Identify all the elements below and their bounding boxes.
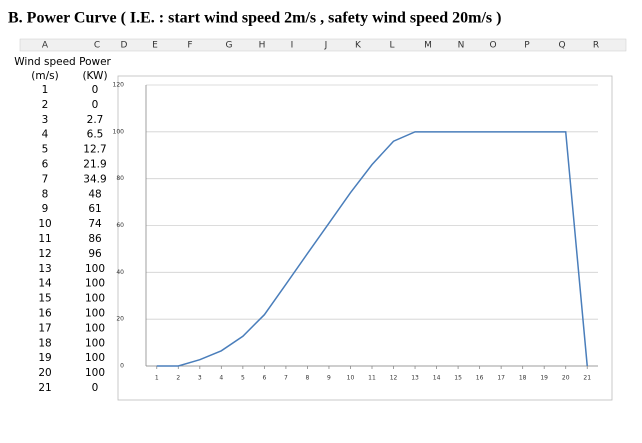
cell: 5 — [42, 144, 49, 156]
x-tick-label: 19 — [540, 375, 548, 382]
cell: 21 — [38, 382, 51, 394]
y-tick-label: 120 — [113, 82, 125, 89]
x-tick-label: 20 — [562, 375, 570, 382]
x-tick-label: 12 — [390, 375, 398, 382]
cell: 2.7 — [87, 114, 104, 126]
cell: 100 — [85, 263, 105, 275]
header: Power — [79, 56, 111, 68]
cell: 100 — [85, 308, 105, 320]
y-tick-label: 100 — [113, 128, 125, 135]
cell: 100 — [85, 367, 105, 379]
x-tick-label: 16 — [476, 375, 484, 382]
x-tick-label: 13 — [411, 375, 419, 382]
cell: 0 — [92, 382, 99, 394]
column-letter: P — [524, 41, 530, 51]
x-tick-label: 21 — [583, 375, 591, 382]
cell: 2 — [42, 99, 49, 111]
cell: 8 — [42, 188, 49, 200]
cell: 96 — [88, 248, 102, 260]
cell: 61 — [88, 203, 101, 215]
cell: 6 — [42, 159, 49, 171]
column-header-row — [19, 38, 627, 52]
column-letter: M — [424, 41, 432, 51]
y-tick-label: 80 — [116, 175, 124, 182]
cell: 10 — [38, 218, 51, 230]
column-letter: F — [187, 41, 192, 51]
cell: 18 — [38, 337, 51, 349]
x-tick-label: 9 — [327, 375, 331, 382]
chart-frame — [117, 75, 613, 401]
y-tick-label: 40 — [116, 269, 124, 276]
x-tick-label: 6 — [262, 375, 266, 382]
x-tick-label: 18 — [519, 375, 527, 382]
cell: 1 — [42, 84, 49, 96]
column-letter: G — [226, 41, 233, 51]
column-letter: D — [121, 41, 128, 51]
cell: 100 — [85, 278, 105, 290]
header: Wind speed — [14, 56, 75, 68]
column-letter: J — [324, 41, 328, 51]
column-letter: E — [152, 41, 158, 51]
cell: 11 — [38, 233, 51, 245]
cell: 14 — [38, 278, 52, 290]
cell: 48 — [88, 188, 101, 200]
cell: 7 — [42, 173, 49, 185]
x-tick-label: 1 — [155, 375, 159, 382]
cell: 13 — [38, 263, 51, 275]
y-tick-label: 0 — [120, 363, 124, 370]
cell: 100 — [85, 337, 105, 349]
column-letter: L — [389, 41, 394, 51]
cell: 100 — [85, 293, 105, 305]
x-tick-label: 5 — [241, 375, 245, 382]
page-title: B. Power Curve ( I.E. : start wind speed… — [8, 10, 501, 27]
cell: 74 — [88, 218, 102, 230]
x-tick-label: 7 — [284, 375, 288, 382]
y-tick-label: 60 — [116, 222, 124, 229]
cell: 17 — [38, 322, 51, 334]
x-tick-label: 14 — [433, 375, 441, 382]
column-letter: Q — [558, 41, 565, 51]
x-tick-label: 15 — [454, 375, 462, 382]
y-tick-label: 20 — [116, 316, 124, 323]
x-tick-label: 17 — [497, 375, 505, 382]
cell: 34.9 — [83, 173, 106, 185]
header: (m/s) — [31, 70, 58, 82]
x-tick-label: 2 — [176, 375, 180, 382]
x-tick-label: 8 — [306, 375, 310, 382]
column-letter: C — [94, 41, 100, 51]
cell: 21.9 — [83, 159, 106, 171]
column-letter: O — [489, 41, 496, 51]
cell: 100 — [85, 352, 105, 364]
x-tick-label: 11 — [368, 375, 376, 382]
cell: 4 — [42, 129, 49, 141]
cell: 12.7 — [83, 144, 106, 156]
cell: 86 — [88, 233, 102, 245]
cell: 16 — [38, 308, 52, 320]
cell: 12 — [38, 248, 51, 260]
cell: 100 — [85, 322, 105, 334]
cell: 0 — [92, 99, 99, 111]
x-tick-label: 3 — [198, 375, 202, 382]
line — [156, 131, 588, 367]
cell: 19 — [38, 352, 51, 364]
cell: 3 — [42, 114, 49, 126]
column-letter: K — [355, 41, 362, 51]
cell: 15 — [38, 293, 51, 305]
cell: 9 — [42, 203, 49, 215]
cell: 20 — [38, 367, 51, 379]
x-tick-label: 10 — [347, 375, 355, 382]
column-letter: I — [291, 41, 294, 51]
column-letter: H — [259, 41, 266, 51]
column-letter: N — [458, 41, 465, 51]
cell: 6.5 — [87, 129, 104, 141]
column-letter: R — [593, 41, 599, 51]
cell: 0 — [92, 84, 99, 96]
column-letter: A — [42, 41, 49, 51]
header: (KW) — [82, 70, 107, 82]
x-tick-label: 4 — [219, 375, 223, 382]
